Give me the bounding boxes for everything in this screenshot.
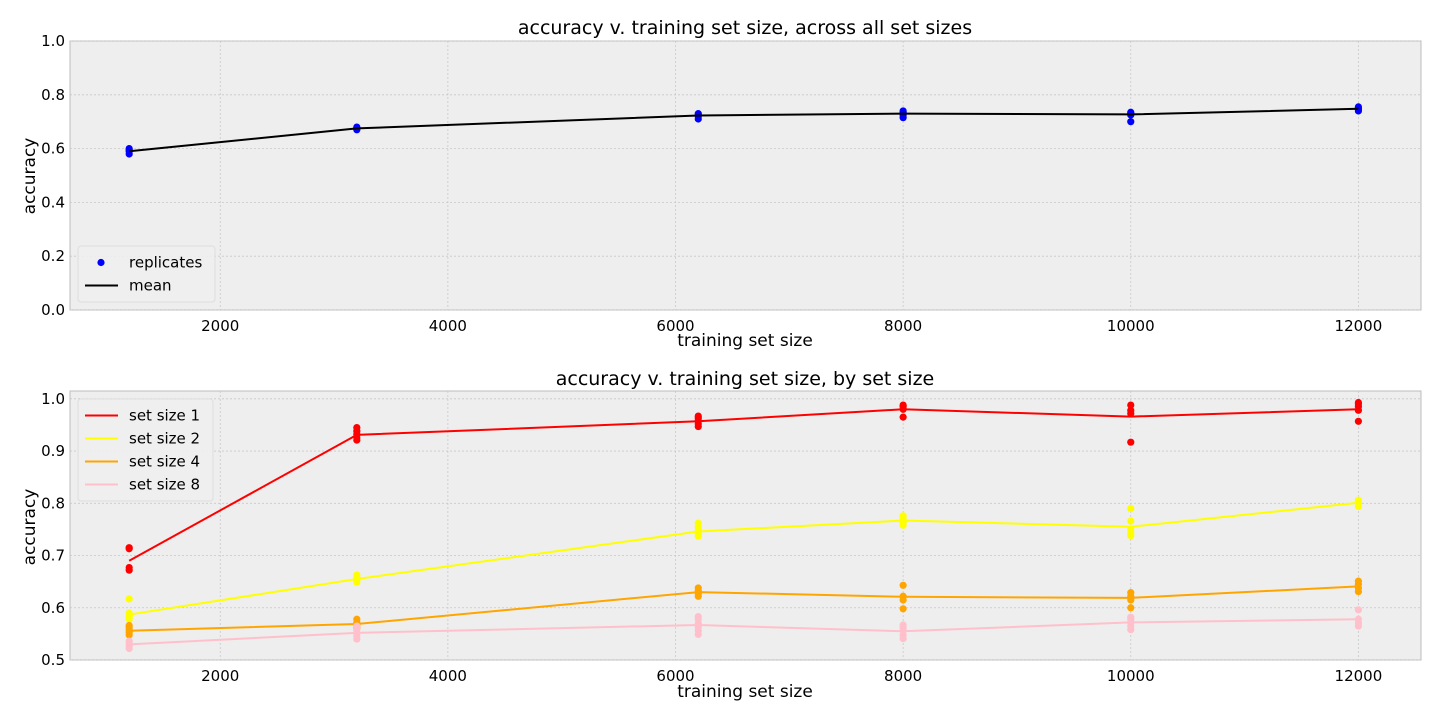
data-point-set-size-1 — [899, 401, 907, 409]
legend-label: set size 1 — [129, 407, 200, 425]
data-point-set-size-1 — [1127, 438, 1135, 446]
y-tick-label: 0.4 — [41, 193, 65, 211]
legend-label: mean — [129, 277, 172, 295]
y-tick-label: 0.8 — [41, 494, 65, 512]
legend-label: set size 4 — [129, 453, 200, 471]
data-point-set-size-2 — [899, 512, 907, 520]
x-tick-label: 2000 — [201, 667, 239, 685]
x-tick-label: 10000 — [1107, 667, 1155, 685]
subplot-by-set-size: accuracy v. training set size, by set si… — [20, 368, 1422, 702]
chart-title: accuracy v. training set size, by set si… — [556, 368, 935, 390]
data-point-set-size-8 — [1354, 606, 1363, 614]
x-axis-label: training set size — [677, 331, 813, 351]
data-point-set-size-2 — [694, 519, 702, 527]
x-tick-label: 4000 — [429, 667, 467, 685]
data-point-set-size-2 — [125, 609, 133, 617]
series-line-set-size-2 — [129, 501, 1359, 616]
y-tick-label: 1.0 — [41, 390, 65, 408]
x-tick-label: 12000 — [1335, 317, 1383, 335]
x-tick-label: 12000 — [1335, 667, 1383, 685]
data-point-set-size-1 — [125, 563, 133, 572]
y-tick-label: 0.9 — [41, 442, 65, 460]
data-point-set-size-2 — [125, 595, 133, 603]
x-tick-label: 6000 — [656, 317, 694, 335]
data-point-set-size-2 — [353, 571, 361, 579]
data-point-set-size-8 — [125, 637, 133, 645]
legend: set size 1 set size 2 set size 4 set size 8 — [77, 398, 214, 502]
x-tick-label: 6000 — [656, 667, 694, 685]
legend-label: set size 2 — [129, 430, 200, 448]
series-line-set-size-8 — [129, 618, 1359, 646]
y-tick-label: 0.6 — [41, 140, 65, 158]
data-point-set-size-8 — [694, 613, 702, 621]
y-tick-label: 0.0 — [41, 301, 65, 319]
data-point-set-size-4 — [1127, 604, 1135, 612]
data-point-set-size-4 — [353, 615, 361, 623]
data-point-set-size-1 — [1354, 417, 1363, 425]
x-tick-label: 8000 — [884, 317, 922, 335]
data-point-set-size-8 — [353, 622, 361, 630]
y-tick-label: 0.6 — [41, 599, 65, 617]
data-point-set-size-8 — [899, 621, 907, 629]
y-axis-label: accuracy — [20, 138, 40, 215]
x-tick-label: 10000 — [1107, 317, 1155, 335]
series-line-set-size-4 — [129, 585, 1359, 632]
data-point-set-size-4 — [899, 581, 907, 589]
legend-label: set size 8 — [129, 476, 200, 494]
plot-area — [69, 390, 1422, 661]
legend-label: replicates — [129, 254, 202, 272]
chart-title: accuracy v. training set size, across al… — [518, 17, 972, 39]
legend-box — [77, 398, 214, 502]
data-point-set-size-1 — [899, 413, 907, 421]
data-point-set-size-1 — [1354, 398, 1363, 407]
x-tick-label: 8000 — [884, 667, 922, 685]
subplot-all-set-sizes: accuracy v. training set size, across al… — [20, 17, 1422, 351]
data-point-set-size-4 — [899, 605, 907, 613]
y-tick-label: 0.2 — [41, 247, 65, 265]
legend-box — [77, 245, 216, 303]
data-point-set-size-4 — [1354, 577, 1363, 585]
x-tick-label: 4000 — [429, 317, 467, 335]
data-point-set-size-2 — [1127, 517, 1135, 525]
data-point-set-size-8 — [1127, 613, 1135, 621]
y-axis-label: accuracy — [20, 489, 40, 566]
y-tick-label: 0.5 — [41, 651, 65, 669]
data-point-set-size-4 — [694, 584, 702, 592]
y-tick-label: 0.7 — [41, 547, 65, 565]
x-axis-label: training set size — [677, 682, 813, 702]
x-tick-label: 2000 — [201, 317, 239, 335]
series-line-set-size-1 — [128, 408, 1359, 562]
data-point-set-size-4 — [125, 621, 133, 630]
y-tick-label: 0.8 — [41, 86, 65, 104]
data-point-set-size-4 — [1127, 589, 1135, 597]
series-line-mean — [129, 107, 1359, 153]
legend-marker-replicates — [97, 258, 105, 267]
data-point-set-size-1 — [125, 544, 133, 552]
data-point-set-size-1 — [353, 423, 361, 432]
y-tick-label: 1.0 — [41, 32, 65, 50]
data-point-set-size-1 — [1127, 406, 1135, 414]
data-point-set-size-1 — [694, 412, 702, 420]
legend: replicates mean — [77, 245, 216, 303]
replicate-point — [1127, 118, 1135, 126]
data-point-set-size-1 — [1127, 401, 1135, 409]
data-point-set-size-2 — [1127, 504, 1135, 513]
plot-area — [69, 40, 1422, 311]
